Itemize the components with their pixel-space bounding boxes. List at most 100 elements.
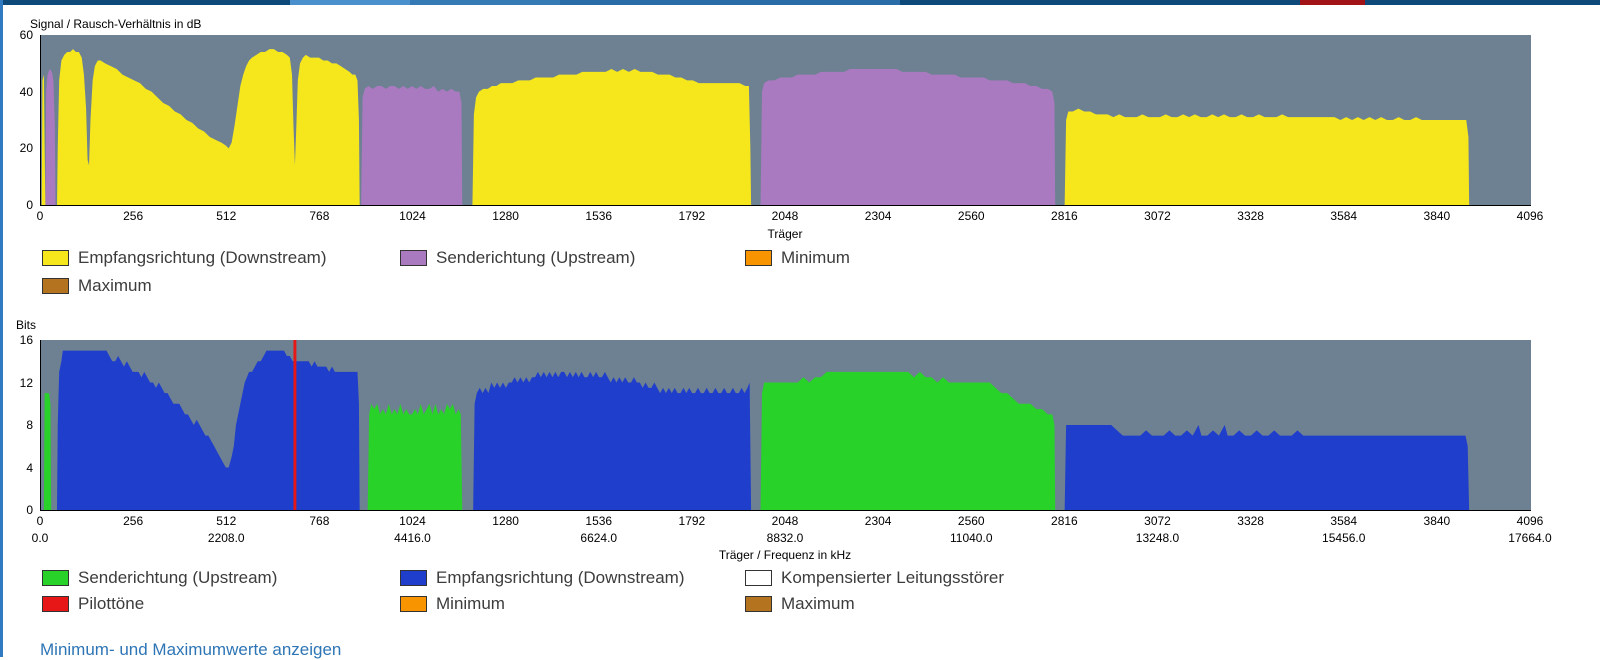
- legend-snr-downstream: Empfangsrichtung (Downstream): [42, 248, 326, 268]
- chrome-strip-segment: [560, 0, 900, 5]
- y-tick-label: 60: [19, 28, 33, 42]
- x-tick-label: 512: [216, 209, 237, 223]
- y-tick-label: 8: [26, 418, 33, 432]
- y-tick-label: 40: [19, 84, 33, 99]
- y-tick-label: 0: [26, 198, 33, 212]
- x-tick-label: 768: [309, 209, 330, 223]
- x-tick-label: 256: [123, 514, 144, 528]
- legend-snr-minimum: Minimum: [745, 248, 850, 268]
- snr-downstream-area: [472, 69, 752, 205]
- x-tick-label: 0: [36, 209, 44, 223]
- x-tick-label: 256: [123, 209, 144, 223]
- y-tick-label: 0: [26, 503, 33, 517]
- freq-tick-label: 8832.0: [766, 531, 804, 545]
- x-tick-label: 768: [309, 514, 330, 528]
- snr-downstream-area: [57, 49, 360, 205]
- maximum-swatch: [42, 278, 69, 294]
- legend-label: Minimum: [781, 248, 850, 267]
- freq-tick-label: 13248.0: [1135, 531, 1180, 545]
- snr-upstream-area: [760, 69, 1056, 205]
- x-tick-label: 1024: [399, 209, 426, 223]
- x-tick-label: 1024: [399, 514, 426, 528]
- x-tick-label: 3072: [1144, 209, 1171, 223]
- chrome-strip-segment: [900, 0, 1300, 5]
- bits-x-axis-label: Träger / Frequenz in kHz: [718, 548, 852, 562]
- x-tick-label: 3584: [1330, 209, 1358, 223]
- freq-tick-label: 4416.0: [394, 531, 431, 545]
- x-tick-label: 0: [36, 514, 44, 528]
- x-tick-label: 2048: [771, 209, 799, 223]
- upstream-swatch: [42, 570, 69, 586]
- chrome-strip-segment: [0, 0, 290, 5]
- legend-label: Senderichtung (Upstream): [436, 248, 636, 267]
- x-tick-label: 2560: [957, 514, 985, 528]
- freq-tick-label: 6624.0: [580, 531, 618, 545]
- legend-label: Empfangsrichtung (Downstream): [436, 568, 685, 587]
- x-tick-label: 512: [216, 514, 237, 528]
- snr-x-axis-ticks: 0 256 512 768 1024 1280 1536 1792 2048 2304 2560 28…: [36, 209, 1544, 223]
- freq-tick-label: 17664.0: [1508, 531, 1552, 545]
- snr-area-chart: [41, 49, 1470, 205]
- x-tick-label: 1792: [678, 209, 706, 223]
- x-tick-label: 2048: [771, 514, 799, 528]
- snr-plot-area: [40, 35, 1531, 206]
- snr-x-axis-label: Träger: [767, 227, 803, 241]
- snr-y-axis-ticks: 0 20 40 60: [0, 28, 36, 212]
- y-tick-label: 16: [19, 333, 33, 347]
- pilot-tone-marker: [293, 340, 297, 510]
- freq-tick-label: 0.0: [31, 531, 49, 545]
- upstream-swatch: [400, 250, 427, 266]
- x-tick-label: 1536: [585, 514, 613, 528]
- legend-label: Kompensierter Leitungsstörer: [781, 568, 1005, 587]
- y-tick-label: 4: [26, 460, 33, 475]
- legend-bits-downstream: Empfangsrichtung (Downstream): [400, 568, 684, 588]
- x-tick-label: 2304: [864, 514, 892, 528]
- freq-tick-label: 2208.0: [207, 531, 245, 545]
- chrome-strip-segment: [1365, 0, 1600, 5]
- x-tick-label: 2560: [957, 209, 985, 223]
- y-tick-label: 12: [19, 375, 33, 390]
- x-tick-label: 2816: [1051, 514, 1078, 528]
- bits-downstream-area: [473, 371, 752, 510]
- bits-upstream-area: [367, 403, 463, 510]
- snr-downstream-area: [41, 74, 46, 205]
- x-tick-label: 1280: [492, 209, 519, 223]
- legend-bits-compensated: Kompensierter Leitungsstörer: [745, 568, 1004, 588]
- downstream-swatch: [400, 570, 427, 586]
- minimum-swatch: [400, 596, 427, 612]
- window-left-edge: [0, 0, 3, 657]
- snr-upstream-area: [45, 69, 56, 205]
- x-tick-label: 1536: [585, 209, 613, 223]
- bits-upstream-area: [760, 371, 1056, 510]
- bits-chart-title: Bits: [16, 318, 37, 332]
- x-tick-label: 1280: [492, 514, 519, 528]
- legend-bits-maximum: Maximum: [745, 594, 855, 614]
- freq-tick-label: 11040.0: [950, 531, 993, 545]
- downstream-swatch: [42, 250, 69, 266]
- x-tick-label: 3840: [1423, 514, 1451, 528]
- legend-snr-maximum: Maximum: [42, 276, 152, 296]
- legend-label: Pilottöne: [78, 594, 145, 613]
- x-tick-label: 3328: [1237, 209, 1264, 223]
- pilot-swatch: [42, 596, 69, 612]
- y-tick-label: 20: [19, 141, 33, 156]
- x-tick-label: 2816: [1051, 209, 1078, 223]
- bits-plot-area: [40, 340, 1531, 511]
- chrome-strip-segment: [290, 0, 410, 5]
- x-tick-label: 4096: [1516, 514, 1544, 528]
- x-tick-label: 2304: [864, 209, 892, 223]
- legend-label: Maximum: [781, 594, 855, 613]
- x-tick-label: 3072: [1144, 514, 1171, 528]
- show-minmax-link[interactable]: Minimum- und Maximumwerte anzeigen: [40, 640, 342, 659]
- bits-area-chart: [43, 340, 1470, 510]
- legend-bits-upstream: Senderichtung (Upstream): [42, 568, 277, 588]
- legend-bits-minimum: Minimum: [400, 594, 505, 614]
- snr-downstream-area: [1064, 108, 1470, 205]
- bits-downstream-area: [1064, 425, 1470, 510]
- legend-label: Minimum: [436, 594, 505, 613]
- bits-freq-axis-ticks: 0.0 2208.0 4416.0 6624.0 8832.0 11040.0 13248.…: [32, 531, 1552, 545]
- legend-label: Empfangsrichtung (Downstream): [78, 248, 327, 267]
- x-tick-label: 3840: [1423, 209, 1451, 223]
- legend-label: Senderichtung (Upstream): [78, 568, 278, 587]
- freq-tick-label: 15456.0: [1322, 531, 1366, 545]
